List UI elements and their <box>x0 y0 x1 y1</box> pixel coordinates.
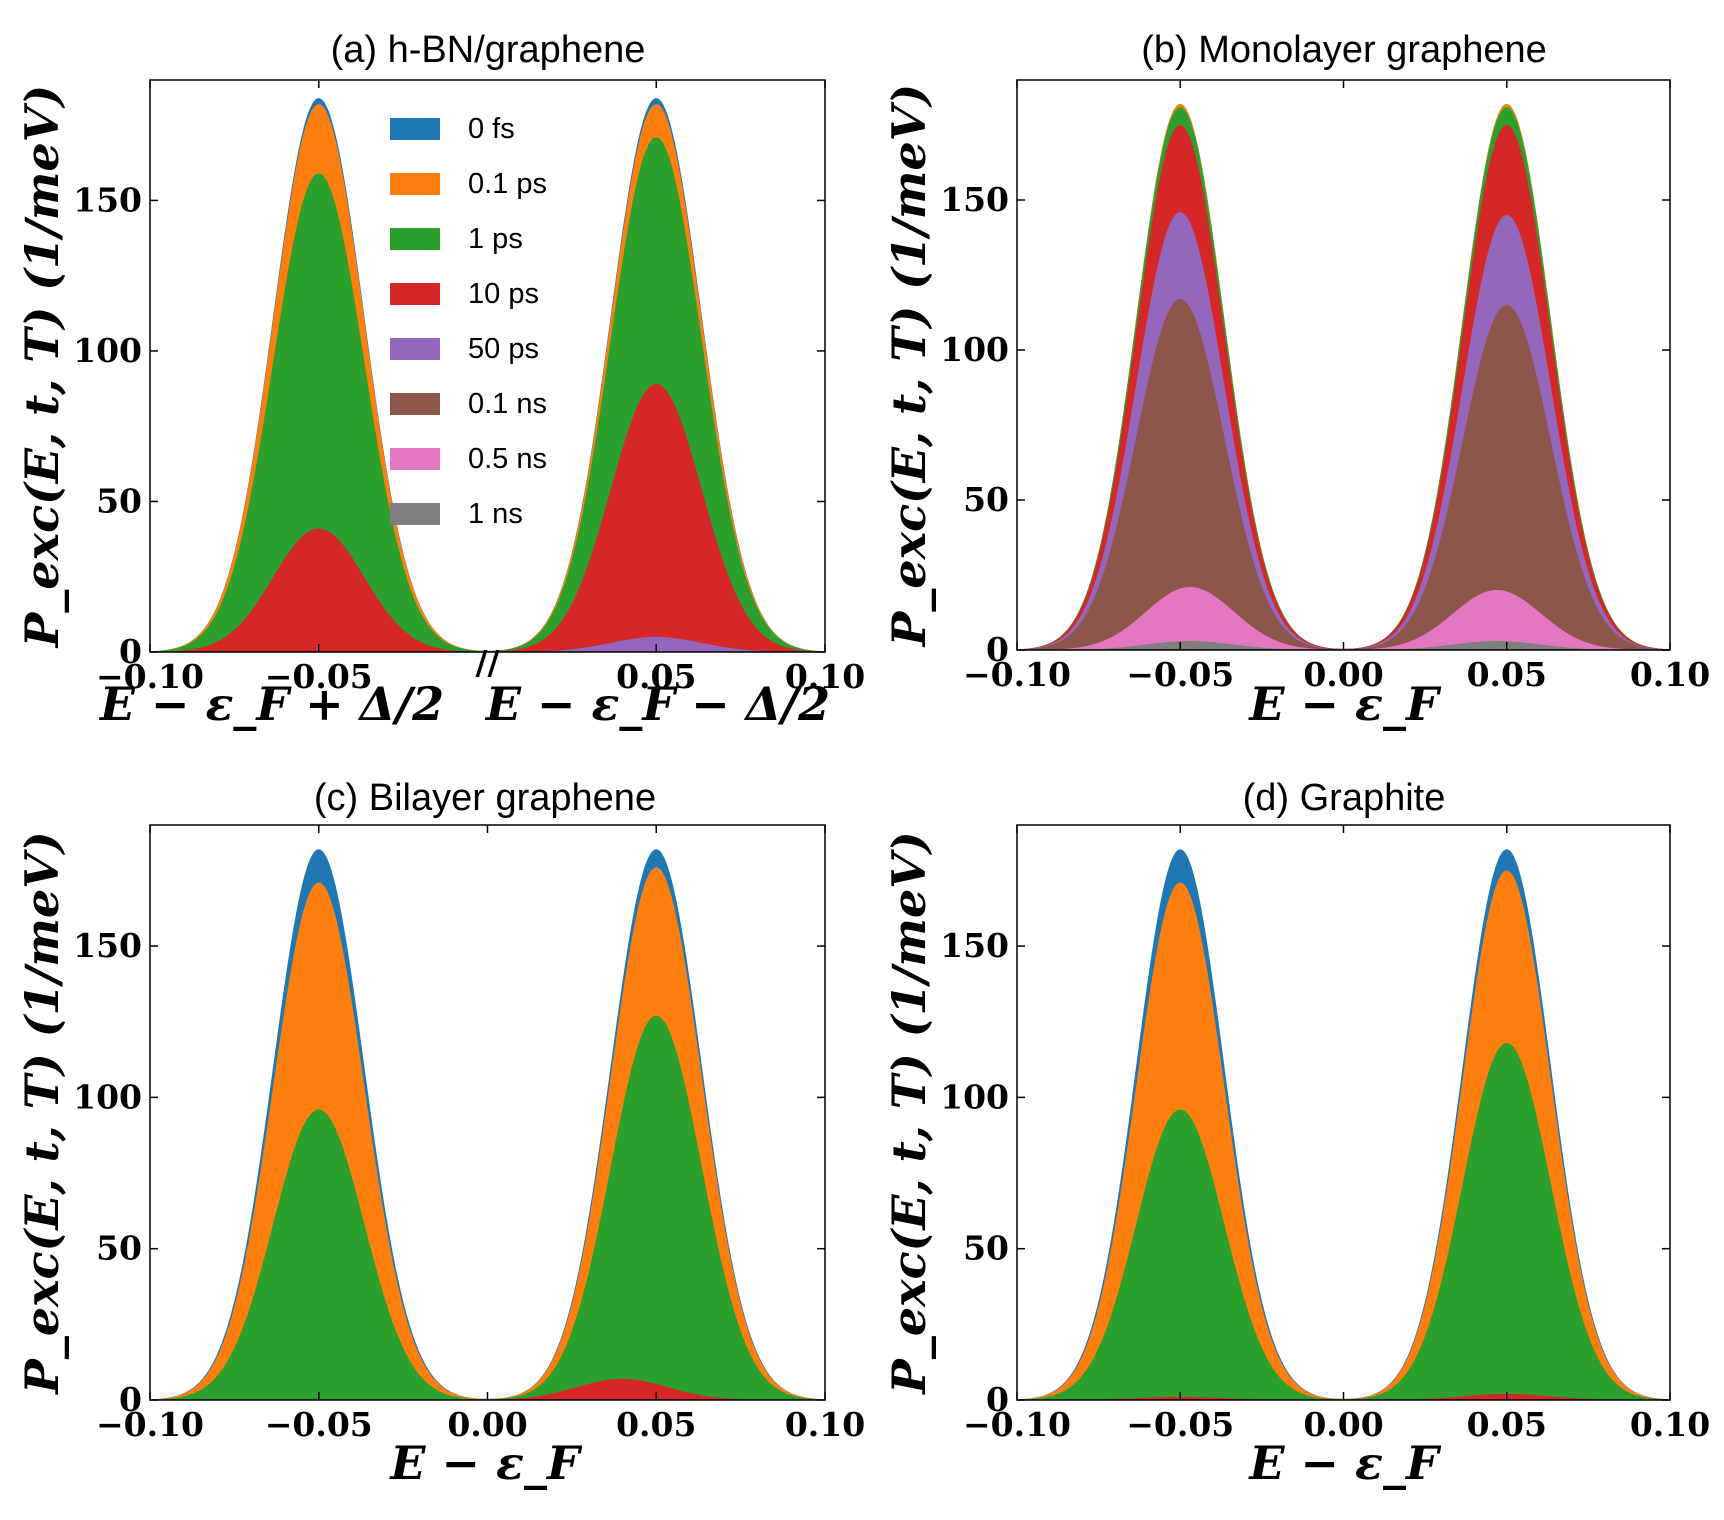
series-area-0.1-ns <box>1017 299 1670 650</box>
y-tick-label: 0 <box>119 1380 142 1419</box>
y-tick-label: 50 <box>963 1229 1009 1268</box>
x-axis-label-right: E − ε_F − Δ/2 <box>484 677 830 731</box>
x-tick-label: 0.10 <box>785 657 865 696</box>
legend-label: 0 fs <box>468 113 515 145</box>
legend-swatch <box>390 448 440 470</box>
x-tick-label: 0.10 <box>1630 1405 1710 1444</box>
x-tick-label: −0.10 <box>96 657 204 696</box>
legend-label: 0.1 ns <box>468 388 547 420</box>
x-axis-label: E − ε_F <box>1247 677 1442 731</box>
y-tick-label: 150 <box>940 180 1009 219</box>
series-area-10-ps <box>150 384 825 652</box>
y-tick-label: 0 <box>119 632 142 671</box>
legend-swatch <box>390 118 440 140</box>
x-tick-label: 0.05 <box>616 657 696 696</box>
legend-label: 0.5 ns <box>468 443 547 475</box>
x-tick-label: −0.05 <box>265 657 373 696</box>
x-tick-label: −0.05 <box>1126 1405 1234 1444</box>
legend-swatch <box>390 173 440 195</box>
y-axis-label: P_exc(E, t, T) (1/meV) <box>882 84 936 648</box>
x-tick-label: 0.05 <box>616 1405 696 1444</box>
y-axis-label: P_exc(E, t, T) (1/meV) <box>15 831 69 1395</box>
x-tick-label: −0.05 <box>1126 655 1234 694</box>
plot-area <box>1017 849 1670 1400</box>
legend-swatch <box>390 228 440 250</box>
legend: 0 fs 0.1 ps 1 ps 10 ps 50 ps 0.1 ns 0.5 ns 1 ns <box>390 113 547 530</box>
x-tick-label: −0.05 <box>265 1405 373 1444</box>
y-tick-label: 100 <box>73 1077 142 1116</box>
x-axis-label: E − ε_F <box>1247 1436 1442 1490</box>
y-tick-label: 50 <box>96 1229 142 1268</box>
y-tick-label: 100 <box>73 331 142 370</box>
axis-break-mark: // <box>475 643 500 682</box>
panel-title: (b) Monolayer graphene <box>1141 29 1547 71</box>
legend-swatch <box>390 503 440 525</box>
panel-title: (c) Bilayer graphene <box>314 777 656 819</box>
y-tick-label: 0 <box>986 1380 1009 1419</box>
plot-area <box>1017 104 1670 650</box>
legend-label: 10 ps <box>468 278 539 310</box>
y-axis-label: P_exc(E, t, T) (1/meV) <box>882 831 936 1395</box>
legend-label: 1 ns <box>468 498 523 530</box>
legend-swatch <box>390 283 440 305</box>
x-axis-label: E − ε_F <box>388 1436 583 1490</box>
legend-label: 1 ps <box>468 223 523 255</box>
y-tick-label: 100 <box>940 1077 1009 1116</box>
x-tick-label: 0.05 <box>1467 1405 1547 1444</box>
x-tick-label: −0.10 <box>963 1405 1071 1444</box>
panel-c: 0 50 100 150 −0.10 −0.05 0.00 0.05 0.10 (c) Bilay… <box>15 777 865 1490</box>
x-tick-label: 0.10 <box>1630 655 1710 694</box>
y-tick-label: 150 <box>73 926 142 965</box>
y-tick-label: 50 <box>963 480 1009 519</box>
series-area-1-ps <box>150 1015 825 1400</box>
plot-area <box>150 98 825 652</box>
series-area-1-ps <box>1017 1042 1670 1400</box>
y-axis-label: P_exc(E, t, T) (1/meV) <box>15 85 69 649</box>
panel-title: (a) h-BN/graphene <box>331 29 646 71</box>
legend-label: 0.1 ps <box>468 168 547 200</box>
plot-area <box>150 849 825 1400</box>
y-tick-label: 100 <box>940 330 1009 369</box>
y-tick-label: 50 <box>96 481 142 520</box>
y-tick-label: 150 <box>73 180 142 219</box>
legend-label: 50 ps <box>468 333 539 365</box>
axes-frame <box>149 79 826 653</box>
panel-a: 0 50 100 150 −0.10 −0.05 0.05 0.10 (a) h-BN/grap… <box>15 29 865 731</box>
x-tick-label: 0.00 <box>1303 1405 1383 1444</box>
x-tick-label: 0.05 <box>1467 655 1547 694</box>
panel-b: 0 50 100 150 −0.10 −0.05 0.00 0.05 0.10 (b) Monol… <box>882 29 1710 731</box>
x-tick-label: −0.10 <box>96 1405 204 1444</box>
legend-swatch <box>390 338 440 360</box>
x-tick-label: 0.00 <box>447 1405 527 1444</box>
x-tick-label: −0.10 <box>963 655 1071 694</box>
x-tick-label: 0.00 <box>1303 655 1383 694</box>
y-tick-label: 150 <box>940 926 1009 965</box>
panel-d: 0 50 100 150 −0.10 −0.05 0.00 0.05 0.10 (d) Graph… <box>882 777 1710 1490</box>
y-tick-label: 0 <box>986 630 1009 669</box>
panel-title: (d) Graphite <box>1243 777 1446 819</box>
series-area-0.5-ns <box>1017 587 1670 650</box>
x-axis-label-left: E − ε_F + Δ/2 <box>98 677 444 731</box>
legend-swatch <box>390 393 440 415</box>
x-tick-label: 0.10 <box>785 1405 865 1444</box>
